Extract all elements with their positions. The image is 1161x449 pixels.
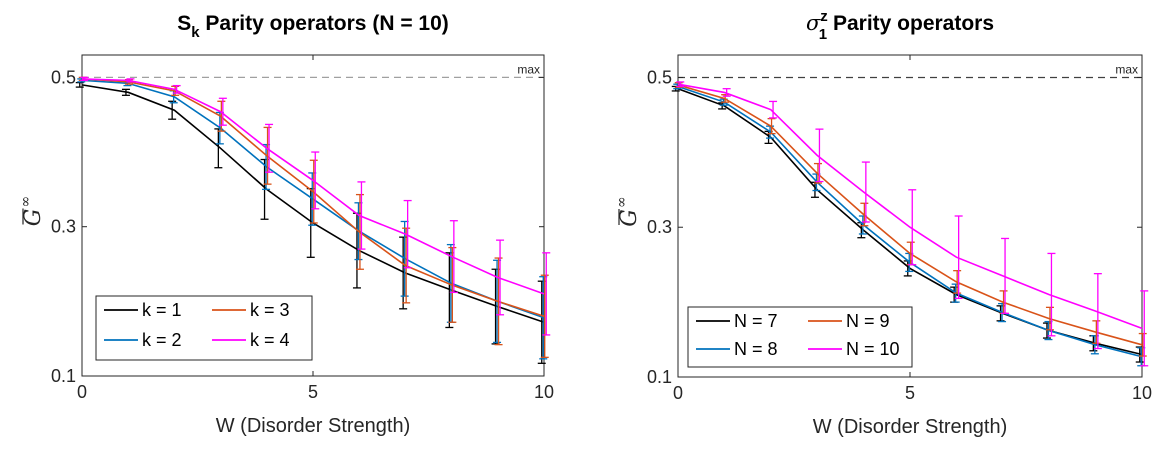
x-tick-label: 0 xyxy=(77,382,87,402)
x-tick-label: 10 xyxy=(1132,383,1152,403)
chart-title-rest: Parity operators (N = 10) xyxy=(200,12,449,35)
series-line xyxy=(81,78,545,295)
legend-box xyxy=(687,306,913,368)
x-axis-label: W (Disorder Strength) xyxy=(216,415,411,437)
chart-title-subscript: k xyxy=(191,24,200,41)
x-tick-label: 5 xyxy=(905,383,915,403)
y-axis-label-superscript: ∞ xyxy=(18,196,34,208)
y-tick-label: 0.3 xyxy=(51,217,76,237)
series-line xyxy=(677,83,1143,330)
max-label: max xyxy=(1115,62,1138,76)
chart-right: max 0 5 10 0.1 0.3 0.5 W (Disorder Strength) G∞ σ… xyxy=(614,8,1152,438)
y-tick-label: 0.5 xyxy=(51,67,76,87)
legend-label: N = 9 xyxy=(846,311,890,331)
series-line xyxy=(81,79,545,319)
y-tick-label: 0.5 xyxy=(647,67,672,87)
series-line xyxy=(677,84,1143,346)
x-axis-label: W (Disorder Strength) xyxy=(813,416,1008,438)
series-line xyxy=(81,78,545,318)
chart-title: Sk Parity operators (N = 10) xyxy=(177,12,449,41)
series-3 xyxy=(78,76,549,358)
y-axis-label: G∞ xyxy=(18,196,46,226)
y-tick-label: 0.3 xyxy=(647,217,672,237)
x-tick-label: 0 xyxy=(673,383,683,403)
y-axis-label: G∞ xyxy=(614,196,642,226)
series-3 xyxy=(674,82,1147,357)
legend-label: k = 3 xyxy=(250,300,290,320)
legend-label: N = 10 xyxy=(846,339,900,359)
chart-title-main: S xyxy=(177,12,191,35)
legend: N = 7 N = 8 N = 9 N = 10 xyxy=(687,306,913,368)
legend-label: N = 8 xyxy=(734,339,778,359)
series-2 xyxy=(673,83,1146,367)
y-axis-label-symbol: G xyxy=(21,209,46,227)
chart-title-subscript: 1 xyxy=(819,26,827,43)
legend-label: k = 2 xyxy=(142,330,182,350)
y-axis-label-symbol: G xyxy=(617,209,642,227)
chart-left: max 0 5 10 0.1 0.3 0.5 W (Disorder Strength) G∞ S… xyxy=(18,12,554,437)
chart-title-main: σ xyxy=(806,11,821,35)
x-tick-label: 5 xyxy=(308,382,318,402)
chart-title: σz 1 Parity operators xyxy=(806,8,994,43)
x-tick-label: 10 xyxy=(534,382,554,402)
series-4 xyxy=(676,81,1149,367)
legend-label: N = 7 xyxy=(734,311,778,331)
series-4 xyxy=(80,76,551,336)
chart-title-superscript: z xyxy=(820,8,828,25)
y-tick-label: 0.1 xyxy=(647,367,672,387)
legend-label: k = 1 xyxy=(142,300,182,320)
legend-box xyxy=(95,295,313,361)
chart-title-rest: Parity operators xyxy=(827,12,994,35)
legend-label: k = 4 xyxy=(250,330,290,350)
y-tick-label: 0.1 xyxy=(51,366,76,386)
legend: k = 1 k = 2 k = 3 k = 4 xyxy=(95,295,313,361)
max-label: max xyxy=(517,62,540,76)
series-line xyxy=(677,85,1143,358)
y-axis-label-superscript: ∞ xyxy=(614,196,630,208)
